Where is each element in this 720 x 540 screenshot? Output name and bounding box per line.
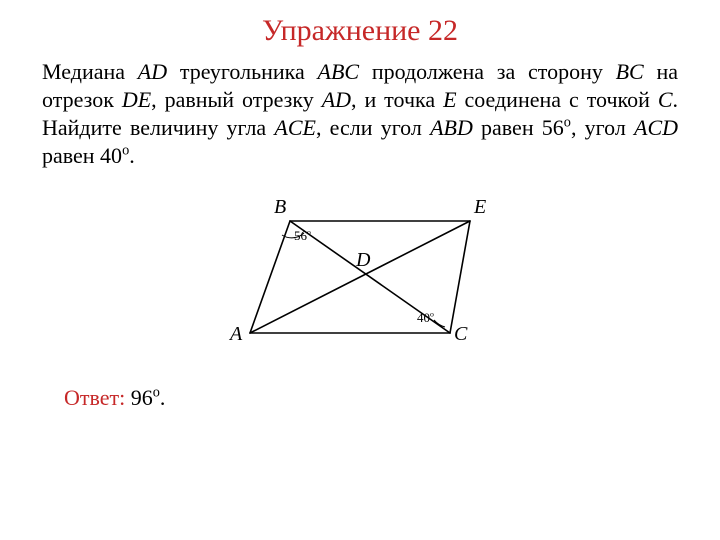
label-C: C — [454, 323, 467, 346]
t: продолжена за сторону — [359, 59, 616, 84]
angle-56-text: 56 — [294, 228, 307, 243]
angle-56-sup: o — [307, 227, 311, 236]
t: равен 56 — [473, 115, 564, 140]
var-ABD: ABD — [430, 115, 473, 140]
figure-container: A B C D E 56o 40o — [42, 193, 678, 363]
angle-40-text: 40 — [417, 310, 430, 325]
problem-text: Медиана AD треугольника ABC продолжена з… — [42, 58, 678, 171]
geometry-figure: A B C D E 56o 40o — [220, 193, 500, 363]
var-AD2: AD — [322, 87, 351, 112]
answer-tail: . — [160, 385, 166, 410]
answer: Ответ: 96о. — [64, 385, 678, 411]
t: , угол — [571, 115, 634, 140]
var-AD: AD — [138, 59, 167, 84]
var-DE: DE — [122, 87, 151, 112]
var-ACD: ACD — [634, 115, 678, 140]
deg: о — [564, 115, 571, 131]
t: треугольника — [167, 59, 317, 84]
exercise-title: Упражнение 22 — [42, 14, 678, 48]
label-A: A — [230, 323, 242, 346]
answer-value: 96 — [125, 385, 153, 410]
label-D: D — [356, 249, 370, 272]
t: , равный отрезку — [151, 87, 322, 112]
page: { "title": "Упражнение 22", "problem": {… — [0, 0, 720, 540]
t: . — [129, 143, 135, 168]
angle-56: 56o — [294, 228, 311, 244]
t: Медиана — [42, 59, 138, 84]
answer-deg: о — [153, 384, 160, 400]
t: , и точка — [351, 87, 443, 112]
answer-label: Ответ: — [64, 385, 125, 410]
var-BC: BC — [616, 59, 644, 84]
angle-40: 40o — [417, 310, 434, 326]
t: соединена с точкой — [457, 87, 658, 112]
var-C: C — [658, 87, 673, 112]
var-ACE: ACE — [274, 115, 316, 140]
t: , если угол — [316, 115, 430, 140]
t: равен 40 — [42, 143, 122, 168]
var-ABC: ABC — [318, 59, 360, 84]
label-E: E — [474, 196, 486, 219]
var-E: E — [443, 87, 456, 112]
angle-40-sup: o — [430, 309, 434, 318]
label-B: B — [274, 196, 286, 219]
